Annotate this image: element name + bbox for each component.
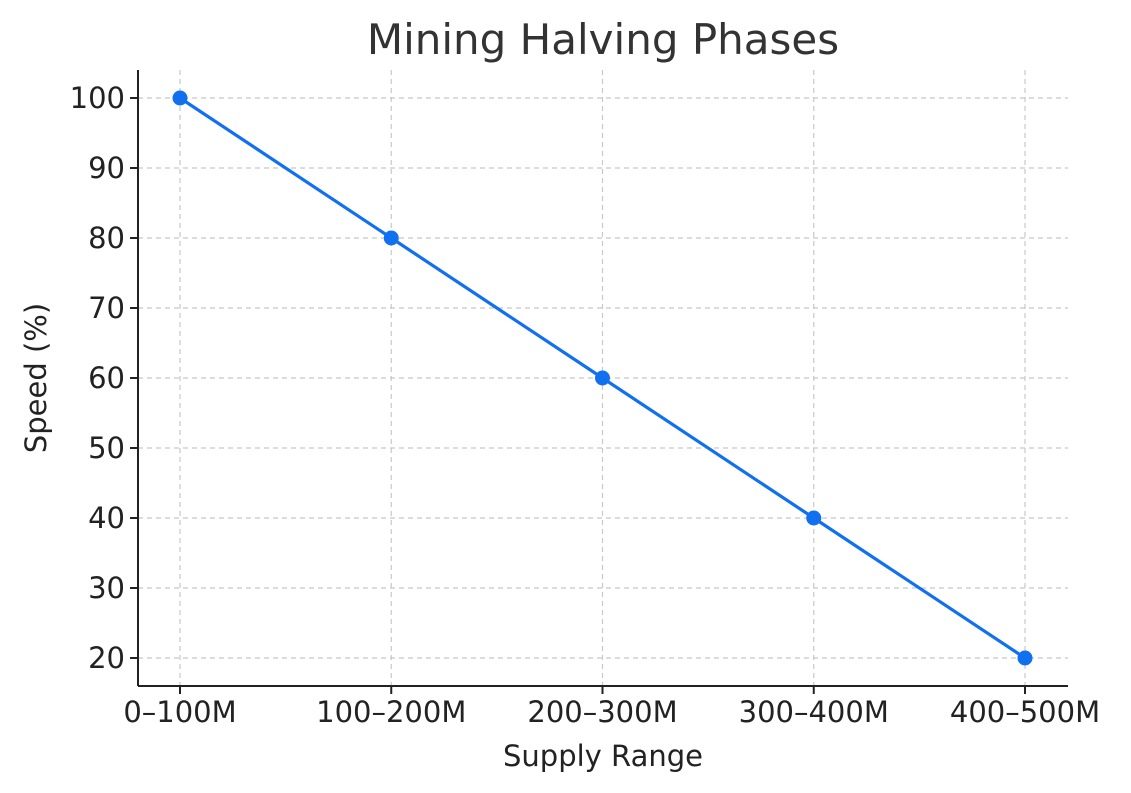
- data-point: [595, 370, 610, 386]
- x-tick-label: 300–400M: [739, 695, 889, 729]
- data-point: [806, 510, 822, 526]
- y-tick-label: 40: [88, 501, 125, 535]
- data-point: [1017, 650, 1033, 666]
- y-tick-label: 60: [88, 361, 125, 395]
- grid-layer: [138, 70, 1068, 686]
- y-tick-label: 100: [70, 81, 125, 115]
- x-tick-label: 100–200M: [316, 695, 466, 729]
- data-point: [172, 90, 188, 106]
- series-layer: [172, 90, 1033, 666]
- data-point: [383, 230, 399, 246]
- y-tick-label: 70: [88, 291, 125, 325]
- y-tick-label: 20: [88, 641, 125, 675]
- chart-title: Mining Halving Phases: [367, 15, 839, 64]
- y-tick-label: 80: [88, 221, 125, 255]
- y-tick-label: 50: [88, 431, 125, 465]
- y-axis-label: Speed (%): [19, 303, 53, 453]
- x-tick-label: 400–500M: [950, 695, 1100, 729]
- x-tick-label: 0–100M: [123, 695, 236, 729]
- y-tick-label: 90: [88, 151, 125, 185]
- ticks-layer: 0–100M 100–200M 200–300M 300–400M 400–500M 20…: [70, 81, 1100, 729]
- x-tick-label: 200–300M: [527, 695, 677, 729]
- y-tick-label: 30: [88, 571, 125, 605]
- x-axis-label: Supply Range: [503, 739, 703, 773]
